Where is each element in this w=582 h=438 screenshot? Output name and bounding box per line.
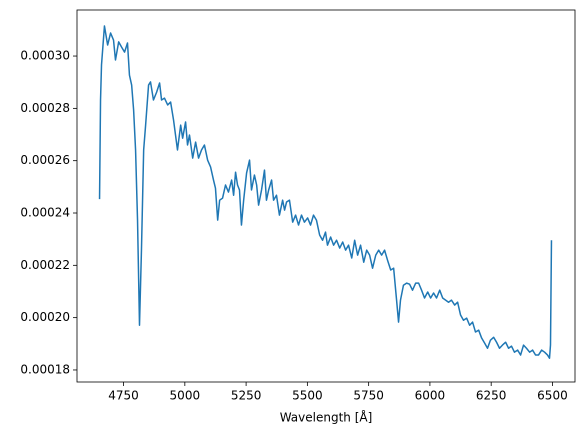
y-tick-label: 0.00026 bbox=[20, 153, 70, 167]
x-tick-label: 5750 bbox=[353, 389, 384, 403]
y-tick-label: 0.00024 bbox=[20, 206, 70, 220]
y-tick-label: 0.00028 bbox=[20, 101, 70, 115]
y-tick-label: 0.00022 bbox=[20, 258, 70, 272]
x-tick-label: 6500 bbox=[537, 389, 568, 403]
x-tick-label: 6250 bbox=[476, 389, 507, 403]
y-tick-label: 0.00030 bbox=[20, 49, 70, 63]
y-tick-label: 0.00018 bbox=[20, 362, 70, 376]
x-tick-label: 6000 bbox=[415, 389, 446, 403]
x-axis-label: Wavelength [Å] bbox=[280, 410, 373, 425]
x-tick-label: 5500 bbox=[292, 389, 323, 403]
axes-frame bbox=[76, 9, 576, 383]
spectrum-line bbox=[98, 25, 553, 359]
x-tick-label: 4750 bbox=[108, 389, 139, 403]
x-tick-label: 5250 bbox=[231, 389, 262, 403]
y-tick-label: 0.00020 bbox=[20, 310, 70, 324]
x-tick-label: 5000 bbox=[170, 389, 201, 403]
